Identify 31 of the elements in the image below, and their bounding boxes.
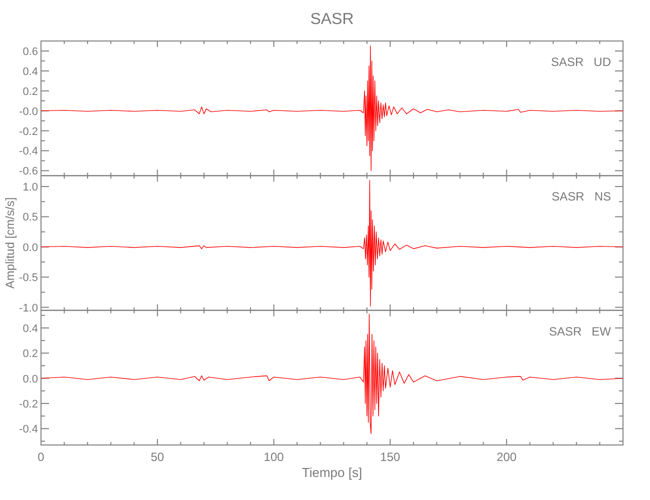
x-tick-label: 50: [150, 450, 164, 464]
line-series: [40, 180, 624, 306]
y-tick-label: -0.0: [19, 106, 38, 118]
y-tick-label: 0.0: [22, 242, 38, 254]
line-series: [40, 314, 624, 434]
y-tick-label: 0.2: [22, 86, 38, 98]
y-tick-label: 0.4: [22, 66, 38, 78]
x-tick-label: 200: [496, 450, 517, 464]
y-tick-label: 0.0: [22, 373, 38, 386]
y-tick-label: -0.2: [19, 126, 38, 138]
y-tick-label: 1.0: [22, 182, 38, 194]
y-axis-title: Amplitud [cm/s/s]: [3, 197, 17, 289]
annotation: SASR UD: [550, 55, 612, 69]
annotation: SASR NS: [552, 190, 611, 204]
y-tick-label: 0.5: [22, 212, 38, 224]
y-tick-label: -0.2: [19, 398, 38, 410]
x-tick-label: 150: [380, 450, 401, 464]
y-tick-label: -0.5: [19, 272, 38, 284]
y-tick-label: -1.0: [19, 302, 38, 314]
y-tick-label: 0.2: [22, 348, 38, 360]
y-tick-label: -0.4: [19, 424, 38, 436]
x-axis-title: Tiempo [s]: [302, 465, 362, 480]
chart-title: SASR: [310, 11, 354, 28]
y-tick-label: 0.4: [22, 322, 38, 335]
y-tick-label: -0.6: [19, 166, 38, 178]
y-tick-label: -0.4: [19, 146, 38, 158]
line-series: [40, 46, 624, 172]
annotation: SASR EW: [548, 324, 612, 338]
x-tick-label: 0: [38, 450, 45, 464]
y-tick-label: 0.6: [22, 46, 38, 58]
x-tick-label: 100: [264, 450, 284, 464]
